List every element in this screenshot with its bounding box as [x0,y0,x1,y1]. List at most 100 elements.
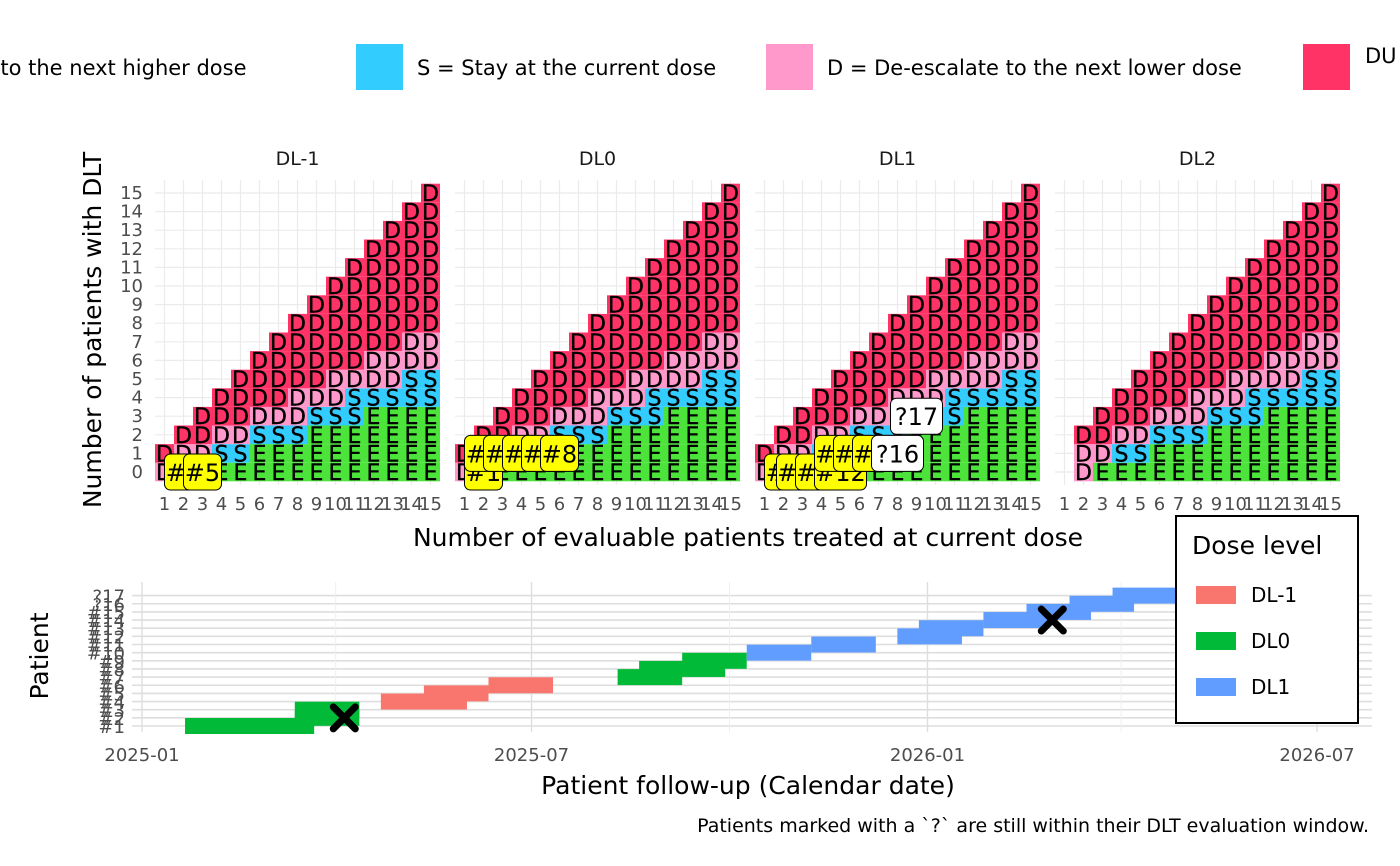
tile-letter: D [289,387,306,412]
x-tick-label: 9 [911,494,922,515]
tile-e [364,406,383,426]
tile-letter: S [1172,424,1186,449]
x-tick-label: 2 [1078,494,1089,515]
tile-du [888,313,907,333]
x-tick-label: 5 [235,494,246,515]
tile-e [1021,462,1040,482]
tile-du [1264,332,1283,352]
tile-letter: D [422,256,439,281]
tile-du [1264,276,1283,296]
tile-letter: S [1286,387,1300,412]
tile-e [1302,425,1321,445]
tile-letter: D [1132,424,1149,449]
tile-du [626,313,645,333]
x-tick-label: 9 [311,494,322,515]
tile-du [588,332,607,352]
tile-letter: D [1322,275,1339,300]
y-tick-label: 5 [132,369,143,390]
tile-letter: S [291,424,305,449]
followup-bar-dl1 [811,636,876,653]
tile-du [1131,388,1150,407]
dose-level-legend: Dose level DL-1 DL0 DL1 [1175,515,1359,724]
tile-du [1245,332,1264,352]
tile-e [607,444,626,463]
tile-du [907,313,926,333]
tile-letter: D [384,312,401,337]
tile-letter: D [684,312,701,337]
tile-du [945,276,964,296]
tile-letter: D [494,405,511,430]
tile-letter: S [1248,387,1262,412]
tile-letter: E [705,424,719,449]
tile-letter: D [722,201,739,226]
tile-letter: E [967,424,981,449]
tile-du [1021,239,1040,259]
tile-du [1264,239,1283,259]
tile-s [383,388,402,407]
tile-e [1150,462,1169,482]
tile-du [926,295,945,314]
tile-du [421,183,440,203]
tile-e [1021,425,1040,445]
tile-letter: E [967,461,981,486]
tile-letter: E [724,461,738,486]
tile-d [288,406,307,426]
tile-letter: D [194,424,211,449]
tile-letter: D [684,331,701,356]
tile-letter: D [1003,294,1020,319]
tile-letter: D [327,387,344,412]
tile-du [850,369,869,389]
patient-tick-label: #2 [98,709,125,730]
tile-du [383,220,402,240]
tile-du [1002,295,1021,314]
tile-letter: E [405,461,419,486]
tile-s [1021,369,1040,389]
tile-letter: S [272,424,286,449]
tile-du [364,313,383,333]
tile-du [550,351,569,370]
y-tick-label: 1 [132,443,143,464]
legend-swatch-s [356,44,403,90]
tile-d [1021,351,1040,370]
tile-letter: D [851,387,868,412]
patient-tick-label: #6 [98,676,125,697]
tile-s [269,425,288,445]
dlt-marker [1037,605,1067,635]
tile-du [683,313,702,333]
tile-e [683,444,702,463]
tile-e [1112,462,1131,482]
tile-letter: D [1170,387,1187,412]
tile-s [231,444,250,463]
tile-d [1245,369,1264,389]
legend-swatch-du [1303,44,1350,90]
tile-du [1093,425,1112,445]
tile-letter: E [705,405,719,430]
tile-letter: S [648,387,662,412]
tile-letter: E [310,461,324,486]
tile-letter: D [946,368,963,393]
tile-letter: D [646,331,663,356]
x-tick-label: 12 [1262,494,1285,515]
tile-letter: E [1191,442,1205,467]
tile-du [1283,332,1302,352]
tile-letter: D [513,405,530,430]
tile-du [250,351,269,370]
followup-bar-dl0 [185,718,315,734]
tile-du [793,425,812,445]
tile-du [364,332,383,352]
tile-d [421,351,440,370]
followup-bar-dl-1 [423,685,489,702]
tile-letter: D [403,201,420,226]
tile-letter: D [327,312,344,337]
tile-letter: D [308,349,325,374]
tile-du [964,313,983,333]
tile-du [1321,239,1340,259]
tile-letter: E [967,442,981,467]
tile-du [588,351,607,370]
tile-letter: E [1267,405,1281,430]
panel-title: DL0 [579,148,616,170]
tile-e [721,462,740,482]
tile-du [1188,369,1207,389]
tile-letter: D [365,256,382,281]
tile-s [345,406,364,426]
